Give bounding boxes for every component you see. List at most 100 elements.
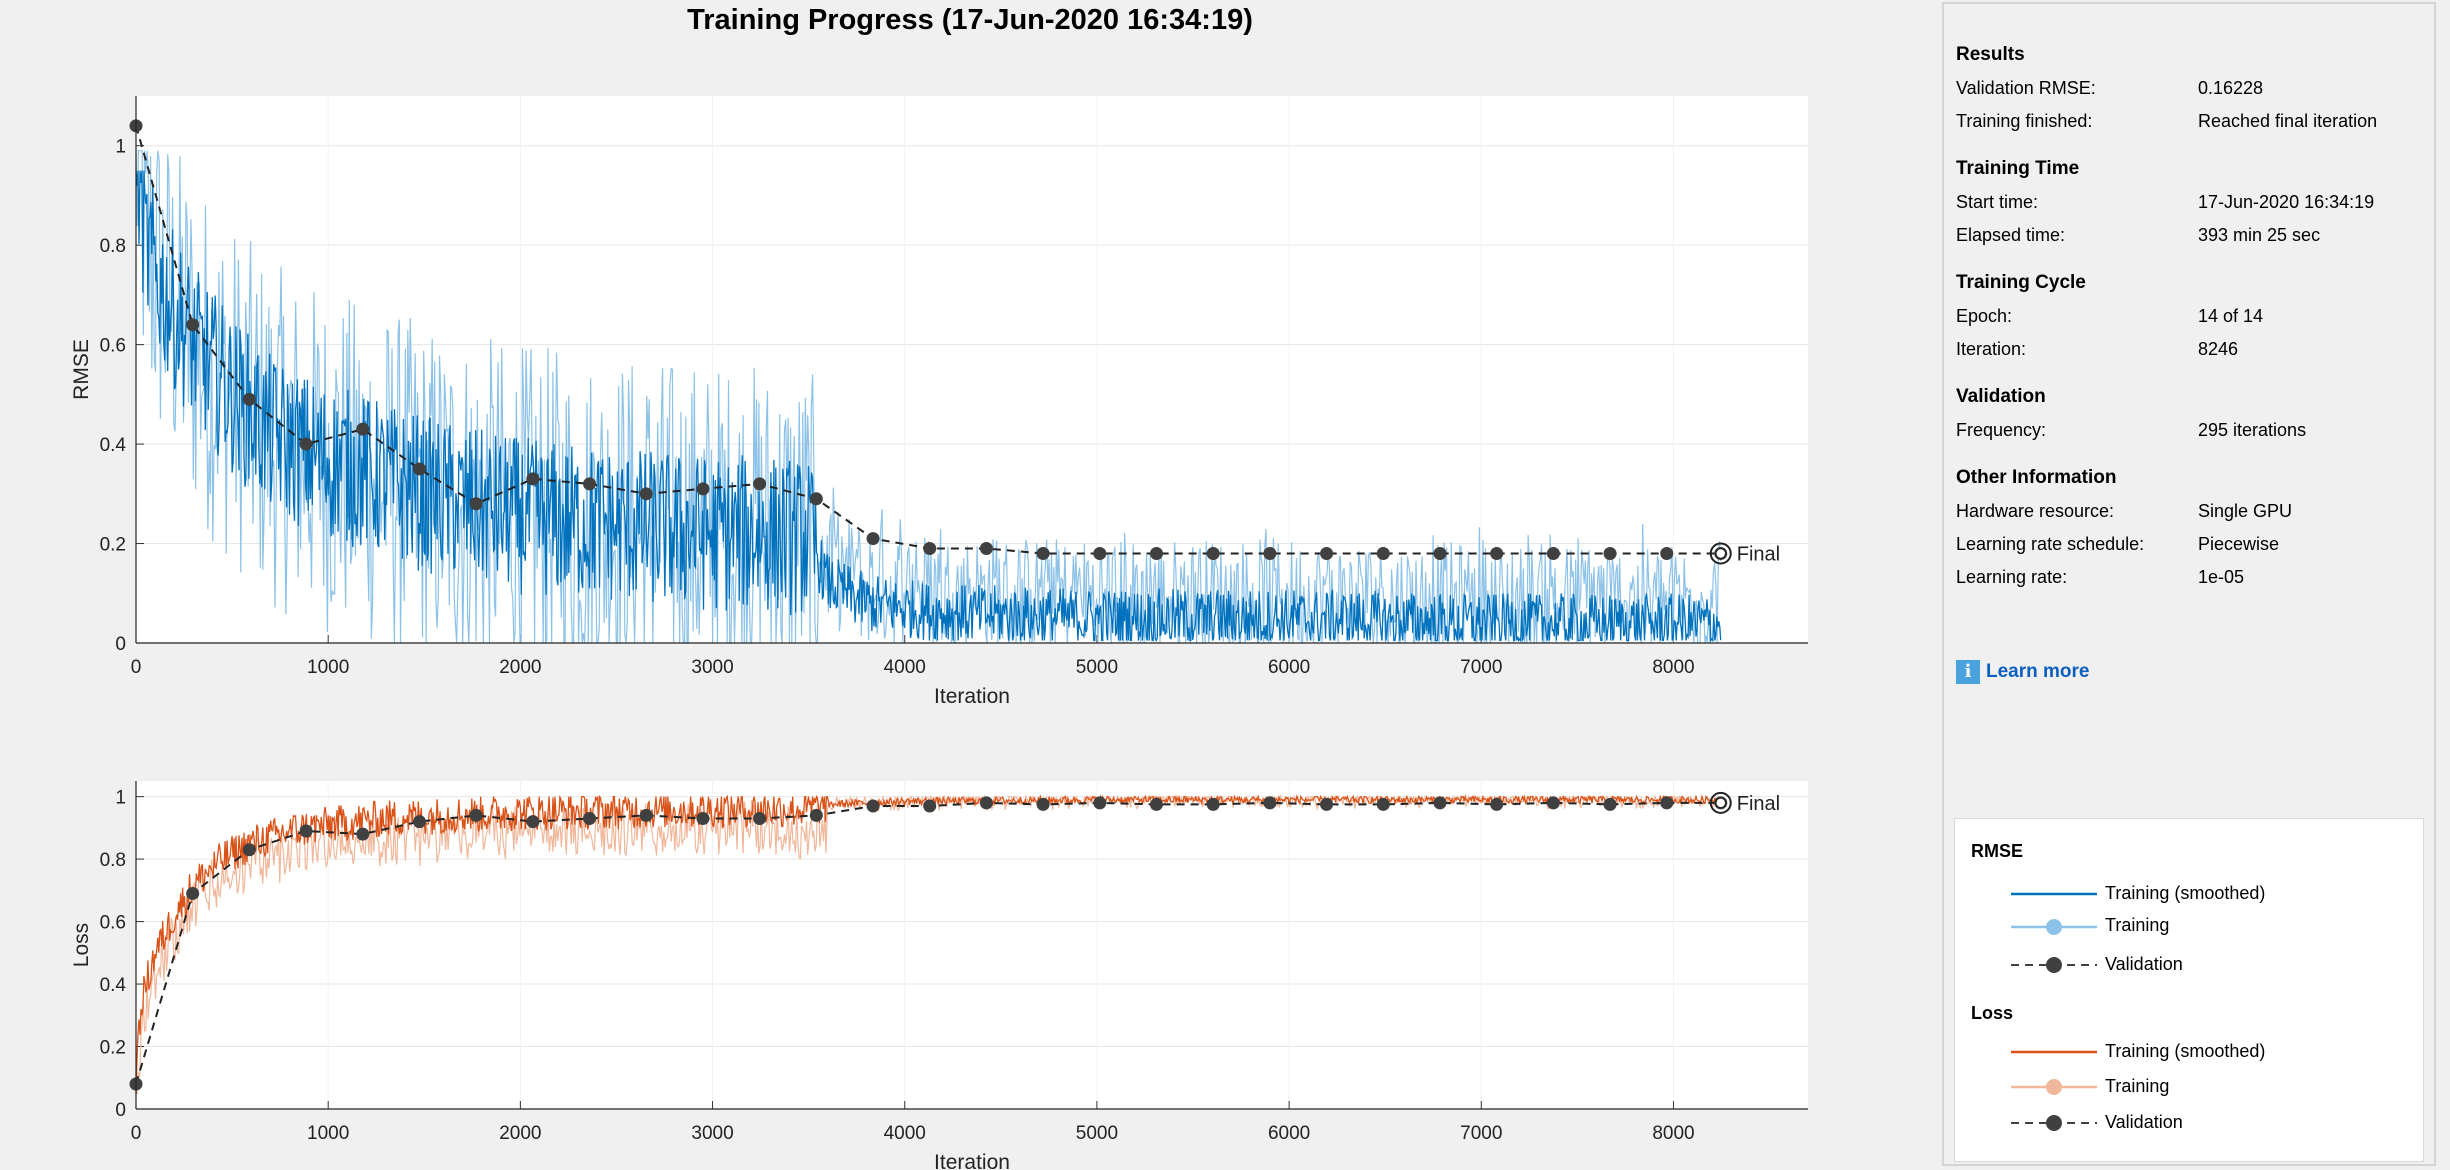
loss-validation-point [1603, 797, 1617, 811]
loss-xtick-label: 4000 [884, 1123, 926, 1144]
rmse-final-marker [1709, 542, 1732, 565]
loss-validation-point [1263, 796, 1277, 810]
info-icon: i [1956, 660, 1980, 684]
loss-validation-point [469, 808, 483, 822]
rmse-validation-point [1376, 546, 1390, 560]
loss-validation-point [186, 886, 200, 900]
validation-heading: Validation [1956, 386, 2046, 407]
rmse-xtick-label: 8000 [1652, 657, 1694, 678]
rmse-ytick-label: 1 [115, 137, 126, 158]
rmse-validation-point [1149, 546, 1163, 560]
rmse-validation-point [186, 318, 200, 332]
other-information-heading: Other Information [1956, 467, 2117, 488]
loss-validation-point [1093, 796, 1107, 810]
legend-loss-training-label: Training [2105, 1076, 2170, 1096]
rmse-xtick-label: 5000 [1076, 657, 1118, 678]
rmse-validation-point [583, 477, 597, 491]
rmse-final-marker-inner [1714, 547, 1727, 560]
frequency-label: Frequency: [1956, 420, 2047, 440]
loss-xtick-label: 0 [131, 1123, 142, 1144]
rmse-xtick-label: 1000 [307, 657, 349, 678]
rmse-validation-point [1263, 546, 1277, 560]
loss-xtick-label: 7000 [1460, 1123, 1502, 1144]
loss-y-axis-label: Loss [70, 923, 93, 967]
rmse-y-axis-label: RMSE [70, 339, 93, 400]
lr-schedule-label: Learning rate schedule: [1956, 534, 2145, 554]
training-cycle-heading: Training Cycle [1956, 272, 2086, 293]
rmse-validation-point [469, 497, 483, 511]
loss-xtick-label: 2000 [499, 1123, 541, 1144]
rmse-validation-point [1093, 546, 1107, 560]
loss-validation-point [809, 808, 823, 822]
legend-rmse-training-swatch [2011, 919, 2097, 935]
loss-xtick-label: 6000 [1268, 1123, 1310, 1144]
loss-ytick-label: 0.8 [100, 850, 126, 871]
loss-final-label: Final [1737, 793, 1780, 815]
validation-rmse-value: 0.16228 [2198, 78, 2264, 98]
loss-validation-point [696, 811, 710, 825]
loss-xtick-label: 8000 [1652, 1123, 1694, 1144]
rmse-validation-point [753, 477, 767, 491]
loss-validation-point [1433, 796, 1447, 810]
epoch-label: Epoch: [1956, 306, 2013, 326]
legend-loss-smoothed-label: Training (smoothed) [2105, 1041, 2266, 1061]
legend-loss-training-swatch [2011, 1079, 2097, 1095]
loss-validation-point [299, 824, 313, 838]
rmse-validation-point [1206, 546, 1220, 560]
rmse-validation-point [639, 487, 653, 501]
loss-validation-point [356, 827, 370, 841]
training-finished-label: Training finished: [1956, 111, 2093, 131]
hardware-resource-label: Hardware resource: [1956, 501, 2115, 521]
chart-rmse: 0 0.2 0.4 0.6 0.8 1 0 1000 2000 3000 4000 5000 6000 7… [70, 96, 1808, 708]
loss-ytick-label: 0.2 [100, 1038, 126, 1059]
epoch-value: 14 of 14 [2198, 306, 2264, 326]
rmse-ytick-label: 0.6 [100, 336, 126, 357]
rmse-validation-point [356, 422, 370, 436]
loss-xtick-label: 1000 [307, 1123, 349, 1144]
loss-validation-point [583, 811, 597, 825]
rmse-validation-point [412, 462, 426, 476]
loss-xtick-label: 5000 [1076, 1123, 1118, 1144]
legend-loss-smoothed-swatch [2011, 1050, 2097, 1054]
rmse-training-smoothed-line [135, 170, 1722, 643]
figure-title: Training Progress (17-Jun-2020 16:34:19) [687, 4, 1253, 36]
loss-validation-point [979, 796, 993, 810]
loss-validation-point [639, 808, 653, 822]
elapsed-time-label: Elapsed time: [1956, 225, 2066, 245]
rmse-ytick-label: 0.4 [100, 435, 127, 456]
rmse-final-label: Final [1737, 543, 1780, 565]
legend-rmse-validation-label: Validation [2105, 954, 2183, 974]
rmse-ytick-label: 0.2 [100, 535, 126, 556]
plots-area: 0 0.2 0.4 0.6 0.8 1 0 1000 2000 3000 4000 5000 6000 7… [70, 96, 1808, 1170]
rmse-ytick-label: 0.8 [100, 236, 126, 257]
learning-rate-label: Learning rate: [1956, 567, 2068, 587]
learn-more-link[interactable]: i Learn more [1956, 660, 2089, 684]
hardware-resource-value: Single GPU [2198, 501, 2293, 521]
loss-validation-point [1320, 797, 1334, 811]
rmse-training-raw-line [135, 150, 1722, 644]
rmse-x-axis-label: Iteration [934, 685, 1010, 708]
legend-rmse-validation-swatch [2011, 957, 2097, 973]
loss-ytick-label: 0.4 [100, 975, 127, 996]
rmse-validation-point [1546, 546, 1560, 560]
loss-validation-point [526, 815, 540, 829]
validation-rmse-label: Validation RMSE: [1956, 78, 2096, 98]
rmse-validation-point [866, 532, 880, 546]
legend-loss-validation-label: Validation [2105, 1112, 2183, 1132]
rmse-validation-point [1490, 546, 1504, 560]
legend-rmse-smoothed-swatch [2011, 892, 2097, 896]
rmse-validation-point [526, 472, 540, 486]
learn-more-label: Learn more [1986, 661, 2090, 682]
rmse-ytick-label: 0 [115, 634, 126, 655]
loss-final-marker [1709, 791, 1732, 814]
loss-final-marker-inner [1714, 797, 1727, 809]
rmse-xtick-label: 7000 [1460, 657, 1502, 678]
legend-loss-validation-swatch [2011, 1115, 2097, 1131]
loss-ytick-label: 1 [115, 788, 126, 809]
rmse-validation-point [299, 437, 313, 451]
loss-ytick-label: 0 [115, 1100, 126, 1121]
rmse-validation-point [1036, 546, 1050, 560]
legend-rmse-heading: RMSE [1971, 841, 2024, 861]
loss-validation-point [412, 815, 426, 829]
rmse-xtick-label: 4000 [884, 657, 926, 678]
